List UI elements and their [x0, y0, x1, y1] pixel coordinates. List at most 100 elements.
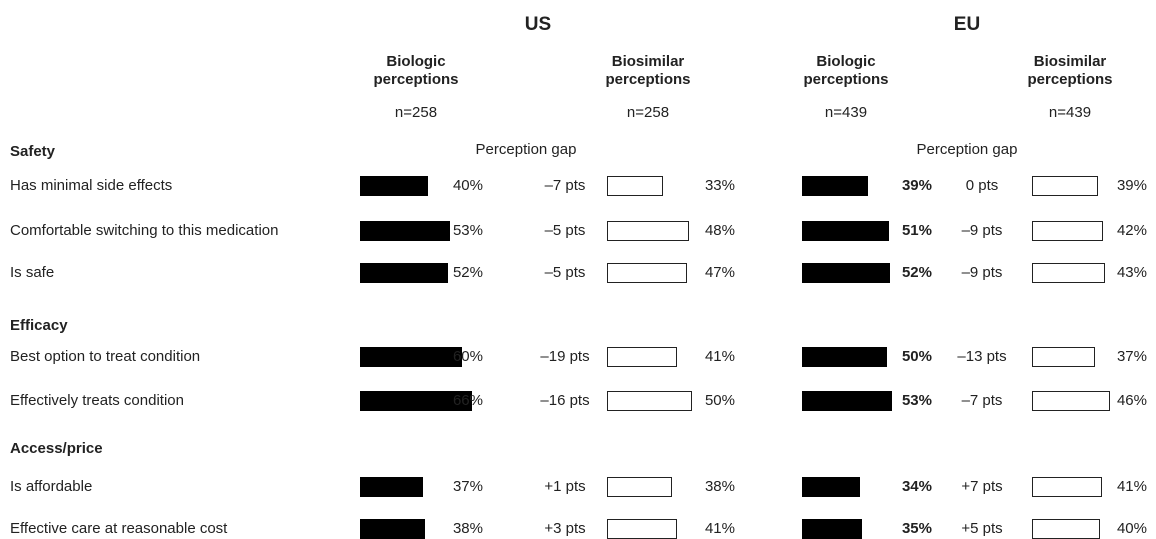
section-label: Safety — [10, 143, 56, 160]
us-biologic-bar — [360, 519, 425, 539]
us-biosimilar-value: 50% — [704, 392, 735, 409]
eu-perception-gap: +5 pts — [961, 520, 1003, 537]
us-biosimilar-value: 33% — [704, 177, 735, 194]
us-biosimilar-bar — [607, 176, 664, 196]
group-title-line2: perceptions — [1027, 71, 1113, 88]
eu-biologic-bar — [802, 347, 887, 367]
us-perception-gap: –7 pts — [544, 177, 586, 194]
eu-biosimilar-value: 43% — [1116, 264, 1147, 281]
eu-biosimilar-value: 39% — [1116, 177, 1147, 194]
group-title-line2: perceptions — [803, 71, 889, 88]
eu-perception-gap: –9 pts — [961, 264, 1003, 281]
group-title-line2: perceptions — [373, 71, 459, 88]
sample-size-us-biologic: n=258 — [394, 104, 438, 121]
eu-biosimilar-bar — [1032, 519, 1100, 539]
us-biosimilar-bar — [607, 477, 672, 497]
region-title-eu: EU — [953, 14, 981, 35]
group-title-line1: Biosimilar — [611, 53, 685, 70]
sample-size-eu-biosimilar: n=439 — [1048, 104, 1092, 121]
us-biologic-value: 37% — [452, 478, 483, 495]
row-label: Has minimal side effects — [10, 177, 173, 194]
us-biologic-bar — [360, 221, 451, 241]
us-biologic-value: 38% — [452, 520, 483, 537]
sample-size-eu-biologic: n=439 — [824, 104, 868, 121]
eu-biologic-bar — [802, 221, 889, 241]
row-label: Effective care at reasonable cost — [10, 520, 228, 537]
eu-biologic-value: 34% — [901, 478, 932, 495]
us-biosimilar-value: 48% — [704, 222, 735, 239]
region-title-us: US — [524, 14, 552, 35]
us-biologic-value: 40% — [452, 177, 483, 194]
eu-perception-gap: –9 pts — [961, 222, 1003, 239]
row-label: Comfortable switching to this medication — [10, 222, 279, 239]
us-biologic-bar — [360, 347, 462, 367]
us-biologic-bar — [360, 477, 423, 497]
row-label: Is safe — [10, 264, 55, 281]
eu-biologic-bar — [802, 391, 893, 411]
row-label: Best option to treat condition — [10, 348, 201, 365]
perception-gap-header-us: Perception gap — [475, 141, 577, 158]
group-title-us-biologic: Biologic perceptions — [373, 53, 458, 89]
us-biologic-value: 53% — [452, 222, 483, 239]
section-label: Access/price — [10, 440, 103, 457]
eu-biosimilar-bar — [1032, 176, 1099, 196]
eu-biosimilar-bar — [1032, 347, 1095, 367]
sample-size-us-biosimilar: n=258 — [626, 104, 670, 121]
group-title-us-biosimilar: Biosimilar perceptions — [605, 53, 690, 89]
eu-biosimilar-value: 37% — [1116, 348, 1147, 365]
eu-biologic-bar — [802, 176, 869, 196]
eu-biologic-value: 53% — [901, 392, 932, 409]
eu-biosimilar-value: 41% — [1116, 478, 1147, 495]
us-biosimilar-bar — [607, 263, 687, 283]
eu-perception-gap: +7 pts — [961, 478, 1003, 495]
eu-biosimilar-value: 46% — [1116, 392, 1147, 409]
eu-perception-gap: –7 pts — [961, 392, 1003, 409]
group-title-line1: Biologic — [816, 53, 876, 70]
perception-gap-header-eu: Perception gap — [916, 141, 1018, 158]
eu-biosimilar-value: 40% — [1116, 520, 1147, 537]
us-biologic-bar — [360, 176, 428, 196]
row-label: Is affordable — [10, 478, 93, 495]
eu-biologic-value: 51% — [901, 222, 932, 239]
eu-biologic-value: 35% — [901, 520, 932, 537]
us-biologic-value: 66% — [452, 392, 483, 409]
row-label: Effectively treats condition — [10, 392, 184, 409]
us-perception-gap: –5 pts — [544, 222, 586, 239]
eu-perception-gap: –13 pts — [957, 348, 1007, 365]
eu-biologic-bar — [802, 263, 891, 283]
group-title-line2: perceptions — [605, 71, 691, 88]
us-biologic-bar — [360, 391, 473, 411]
eu-biologic-value: 52% — [901, 264, 932, 281]
eu-biologic-bar — [802, 477, 860, 497]
us-perception-gap: –19 pts — [540, 348, 590, 365]
group-title-eu-biosimilar: Biosimilar perceptions — [1027, 53, 1112, 89]
group-title-line1: Biosimilar — [1033, 53, 1107, 70]
eu-biologic-bar — [802, 519, 862, 539]
eu-biosimilar-value: 42% — [1116, 222, 1147, 239]
eu-biosimilar-bar — [1032, 263, 1106, 283]
group-title-line1: Biologic — [386, 53, 446, 70]
group-title-eu-biologic: Biologic perceptions — [803, 53, 888, 89]
us-biologic-bar — [360, 263, 449, 283]
us-biosimilar-value: 41% — [704, 520, 735, 537]
us-biosimilar-value: 41% — [704, 348, 735, 365]
us-biologic-value: 52% — [452, 264, 483, 281]
us-biosimilar-bar — [607, 391, 692, 411]
section-label: Efficacy — [10, 317, 68, 334]
us-biosimilar-value: 38% — [704, 478, 735, 495]
us-biosimilar-bar — [607, 347, 677, 367]
us-biosimilar-bar — [607, 221, 689, 241]
eu-biosimilar-bar — [1032, 391, 1111, 411]
eu-biosimilar-bar — [1032, 477, 1102, 497]
us-perception-gap: –5 pts — [544, 264, 586, 281]
us-perception-gap: +1 pts — [544, 478, 586, 495]
us-biosimilar-bar — [607, 519, 677, 539]
eu-perception-gap: 0 pts — [965, 177, 999, 194]
eu-biosimilar-bar — [1032, 221, 1104, 241]
us-perception-gap: +3 pts — [544, 520, 586, 537]
eu-biologic-value: 39% — [901, 177, 932, 194]
eu-biologic-value: 50% — [901, 348, 932, 365]
us-biologic-value: 60% — [452, 348, 483, 365]
us-perception-gap: –16 pts — [540, 392, 590, 409]
us-biosimilar-value: 47% — [704, 264, 735, 281]
